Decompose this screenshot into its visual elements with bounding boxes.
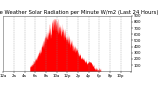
Title: Milwaukee Weather Solar Radiation per Minute W/m2 (Last 24 Hours): Milwaukee Weather Solar Radiation per Mi… <box>0 10 159 15</box>
